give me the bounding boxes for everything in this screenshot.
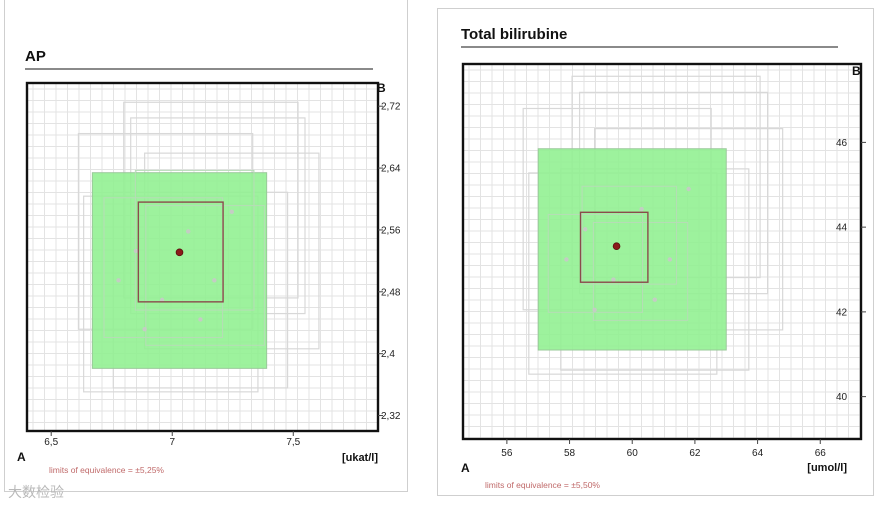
watermark-text: 大数检验 — [8, 484, 64, 500]
bilirubine-inner-box — [579, 211, 649, 283]
ap-title-rule — [25, 68, 373, 70]
ap-x-tick-label: 7,5 — [286, 437, 300, 448]
ap-faint-point — [142, 327, 147, 332]
bilirubine-y-method-label: B — [852, 64, 861, 78]
ap-y-method-label: B — [377, 81, 386, 95]
bilirubine-inner-reference-box — [592, 221, 689, 321]
bilirubine-x-tick-label: 66 — [815, 448, 827, 459]
ap-y-tick-label: 2,48 — [381, 287, 401, 298]
bilirubine-limits-note: limits of equivalence = ±5,50% — [485, 480, 600, 490]
ap-y-tick-label: 2,56 — [381, 225, 401, 236]
bilirubine-faint-point — [564, 257, 569, 262]
bilirubine-faint-point — [667, 257, 673, 262]
ap-faint-point — [212, 278, 217, 283]
bilirubine-x-tick-label: 64 — [752, 448, 764, 459]
ap-inner-reference-box — [134, 169, 255, 311]
ap-unit-label: [ukat/l] — [342, 452, 378, 464]
bilirubine-title: Total bilirubine — [461, 26, 568, 43]
bilirubine-panel: Total bilirubine 56 58 60 62 64 66 40 42 44 46 A B [… — [437, 8, 874, 496]
ap-panel: AP 6,5 7 7,5 2,32 2,4 2,48 2,56 2,64 2,72 A B [ukat… — [4, 0, 408, 492]
ap-faint-point — [229, 209, 234, 215]
ap-faint-point — [186, 229, 191, 234]
bilirubine-y-tick-label: 40 — [836, 392, 848, 403]
bilirubine-mean-point — [612, 242, 621, 251]
bilirubine-title-rule — [461, 46, 838, 48]
bilirubine-inner-reference-box — [581, 185, 677, 285]
ap-title: AP — [25, 48, 46, 65]
ap-x-tick-label: 7 — [169, 437, 175, 448]
bilirubine-equivalence-region — [537, 148, 727, 351]
ap-faint-point — [133, 248, 139, 254]
bilirubine-inner-reference-box — [547, 213, 644, 313]
bilirubine-faint-point — [652, 297, 657, 302]
ap-y-tick-label: 2,32 — [381, 411, 401, 422]
bilirubine-unit-label: [umol/l] — [807, 462, 847, 474]
bilirubine-x-tick-label: 58 — [564, 448, 576, 459]
bilirubine-x-tick-label: 56 — [501, 448, 513, 459]
ap-inner-box — [137, 201, 224, 303]
bilirubine-x-tick-label: 60 — [627, 448, 639, 459]
bilirubine-faint-point — [639, 206, 644, 212]
ap-faint-point — [159, 297, 165, 303]
ap-x-tick-label: 6,5 — [44, 437, 58, 448]
ap-inner-reference-box — [145, 205, 265, 346]
bilirubine-x-method-label: A — [461, 461, 470, 475]
bilirubine-faint-point — [583, 227, 588, 232]
ap-plot-frame — [25, 81, 380, 433]
bilirubine-y-tick-label: 44 — [836, 223, 848, 234]
ap-chart: 6,5 7 7,5 2,32 2,4 2,48 2,56 2,64 2,72 A B [ukat/l] — [17, 81, 401, 464]
bilirubine-y-tick-label: 42 — [836, 307, 848, 318]
ap-y-tick-label: 2,72 — [381, 102, 401, 113]
ap-mean-point — [175, 248, 184, 257]
ap-faint-point — [116, 278, 121, 283]
bilirubine-x-tick-label: 62 — [689, 448, 701, 459]
ap-y-tick-label: 2,4 — [381, 349, 395, 360]
bilirubine-plot-frame — [461, 62, 863, 441]
bilirubine-faint-point — [686, 186, 691, 192]
ap-x-method-label: A — [17, 450, 26, 464]
ap-limits-note: limits of equivalence = ±5,25% — [49, 465, 164, 475]
ap-faint-point — [198, 317, 203, 322]
bilirubine-y-tick-label: 46 — [836, 138, 848, 149]
ap-y-tick-label: 2,64 — [381, 164, 401, 175]
bilirubine-faint-point — [611, 277, 616, 282]
bilirubine-chart: 56 58 60 62 64 66 40 42 44 46 A B [umol/l] — [461, 62, 866, 475]
bilirubine-faint-point — [592, 307, 597, 312]
